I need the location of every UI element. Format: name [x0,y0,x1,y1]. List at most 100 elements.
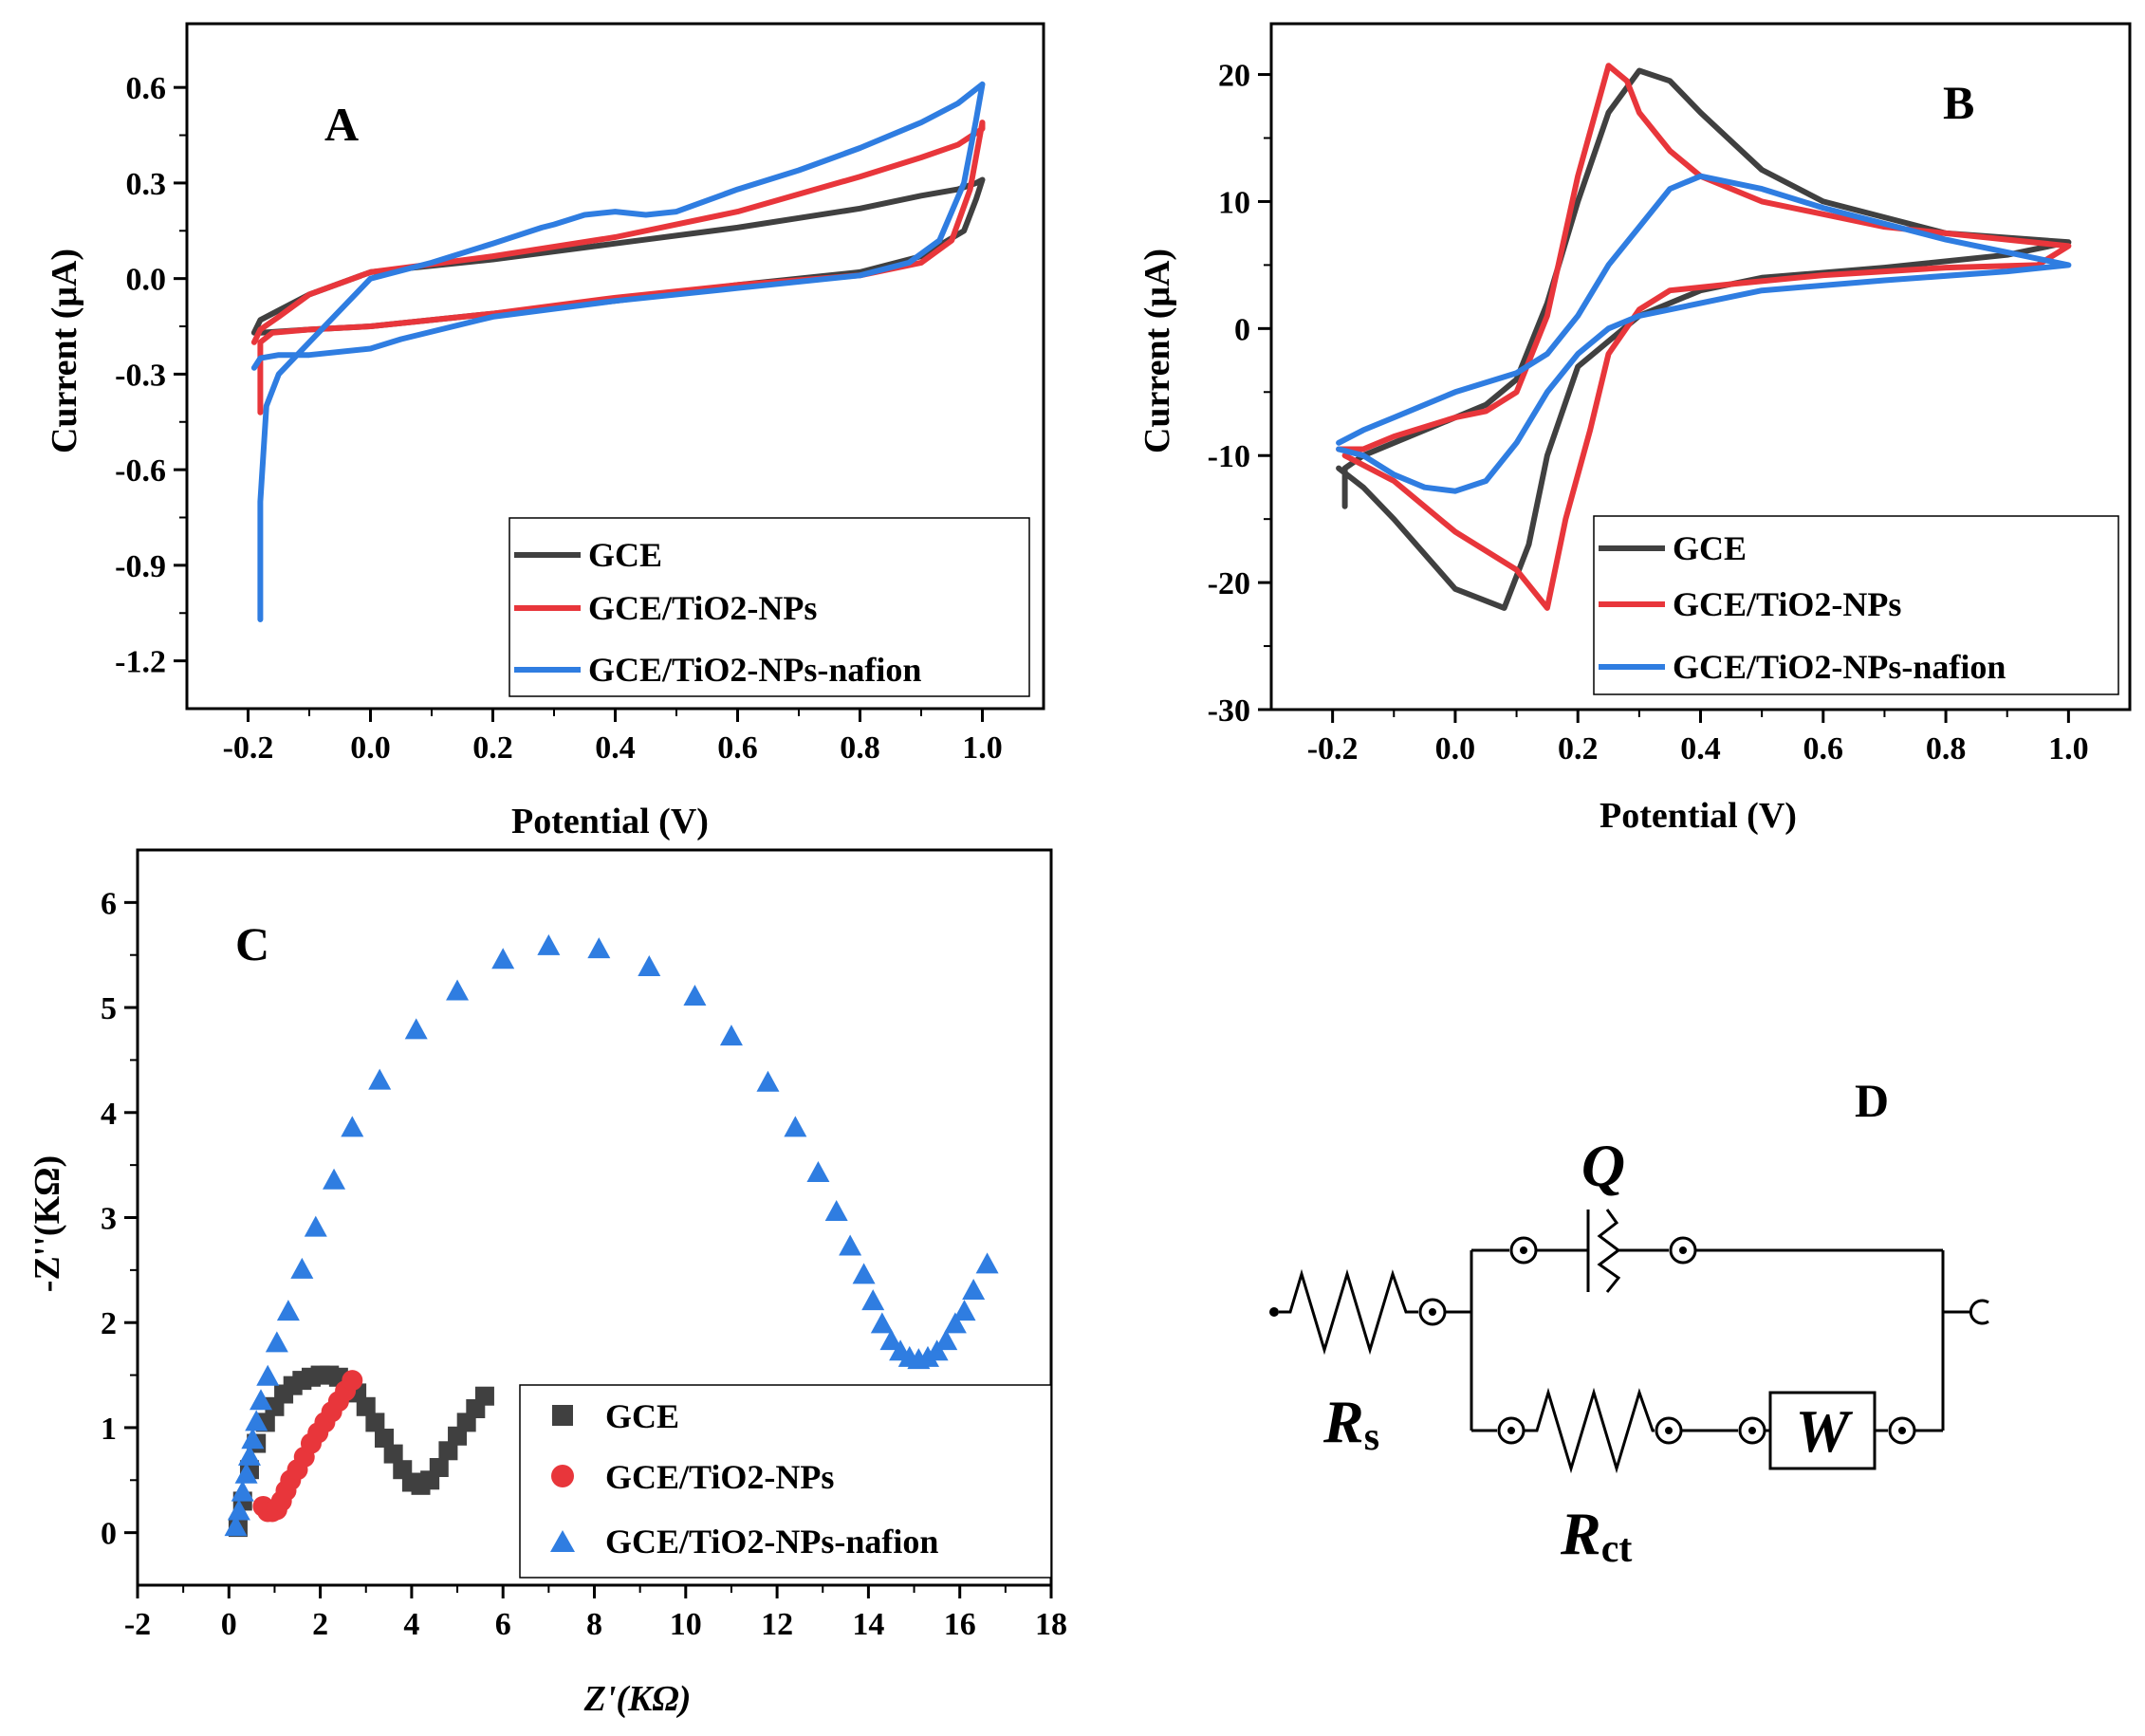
x-tick-label: 6 [495,1607,511,1642]
panel-b-legend-nafion: GCE/TiO2-NPs-nafion [1673,648,2006,686]
scatter-point-nafion [250,1389,273,1411]
scatter-point-nafion [638,955,661,976]
scatter-point-nafion [537,933,561,955]
scatter-point-nafion [404,1018,428,1040]
y-tick-label: 0 [101,1517,117,1552]
panel-b-ylabel: Current (μA) [1137,249,1177,453]
scatter-point-nafion [227,1499,250,1521]
x-tick-label: 0.8 [840,730,880,766]
scatter-point-nafion [256,1364,280,1386]
panel-a-legend: GCE GCE/TiO2-NPs GCE/TiO2-NPs-nafion [509,517,1030,697]
panel-a-legend-tio2: GCE/TiO2-NPs [588,589,817,627]
y-tick-label: 1 [101,1412,117,1447]
scatter-point-nafion [870,1312,894,1334]
circuit-label-rct-main: R [1560,1500,1601,1567]
panel-d-circuit: D [1269,1074,1989,1571]
panel-c-legend-marker-nafion [550,1530,575,1552]
y-tick-label: -0.6 [115,453,166,489]
scatter-point-nafion [234,1462,258,1484]
scatter-point-nafion [925,1339,949,1361]
circuit-node-dot [1679,1247,1687,1254]
x-tick-label: 0.8 [1926,731,1967,766]
x-tick-label: 1.0 [2048,731,2089,766]
scatter-point-nafion [224,1515,248,1537]
scatter-point-nafion [276,1300,300,1321]
scatter-point-nafion [231,1480,254,1502]
scatter-point-nafion [952,1300,976,1321]
panel-c-ylabel: -Z''(KΩ) [28,1155,67,1292]
panel-c-series [224,933,999,1538]
panel-c-legend-tio2: GCE/TiO2-NPs [605,1458,834,1496]
panel-b-letter: B [1943,76,1974,129]
circuit-node-dot [1665,1427,1673,1434]
circuit-input-terminal [1269,1307,1279,1317]
y-tick-label: 2 [101,1306,117,1341]
scatter-point-gce [365,1413,385,1432]
panel-a-legend-box [509,517,1030,697]
x-tick-label: 0.2 [472,730,513,766]
panel-c-legend-box [519,1384,1052,1579]
scatter-point-nafion [683,985,707,1006]
x-tick-label: 0.2 [1558,731,1599,766]
circuit-label-rs: Rs [1322,1388,1379,1459]
x-tick-label: -0.2 [1307,731,1359,766]
scatter-point-nafion [962,1279,986,1300]
scatter-point-nafion [824,1199,848,1221]
circuit-node-dot [1520,1247,1527,1254]
scatter-point-nafion [446,979,470,1001]
panel-a-ylabel: Current (μA) [45,249,84,453]
x-tick-label: 0.0 [350,730,391,766]
y-tick-label: 6 [101,886,117,921]
panel-c-legend: GCE GCE/TiO2-NPs GCE/TiO2-NPs-nafion [519,1384,1052,1579]
circuit-node-dot [1748,1427,1756,1434]
panel-b-ticks: -0.2 0.0 0.2 0.4 0.6 0.8 1.0 -30 -20 -10 0 10 20 [1208,59,2089,766]
scatter-point-nafion [587,937,611,959]
circuit-node-dot [1898,1427,1906,1434]
scatter-point-nafion [852,1263,876,1284]
x-tick-label: -0.2 [223,730,274,766]
scatter-point-gce [429,1458,449,1477]
y-tick-label: 0 [1234,312,1250,347]
panel-b: -0.2 0.0 0.2 0.4 0.6 0.8 1.0 -30 -20 -10 0 10 20 B P… [1137,22,2132,836]
panel-c-letter: C [235,917,269,970]
panel-a-legend-gce: GCE [588,536,662,574]
x-tick-label: 1.0 [962,730,1003,766]
circuit-rct-resistor [1524,1387,1655,1474]
series-line-nafion [1336,173,2072,494]
scatter-point-gce [474,1386,494,1406]
panel-c-legend-marker-gce [552,1405,573,1426]
scatter-point-nafion [756,1070,780,1092]
scatter-point-gce [375,1429,395,1448]
y-tick-label: 0.0 [126,263,167,298]
x-tick-label: 12 [761,1607,793,1642]
scatter-point-nafion [719,1025,743,1046]
scatter-point-nafion [265,1331,288,1353]
series-line-gce [250,176,986,336]
panel-d-letter: D [1855,1074,1889,1127]
y-tick-label: 0.3 [126,167,167,202]
circuit-label-rct: Rct [1560,1500,1632,1571]
scatter-point-gce [356,1396,376,1416]
y-tick-label: -10 [1208,439,1250,474]
y-tick-label: -30 [1208,693,1250,729]
x-tick-label: 0.4 [1680,731,1721,766]
scatter-point-nafion [915,1345,939,1367]
x-tick-label: 14 [852,1607,884,1642]
series-line-tio2 [250,120,986,416]
scatter-point-tio2 [342,1370,363,1392]
series-line-nafion [250,81,986,622]
x-tick-label: -2 [124,1607,151,1642]
scatter-point-nafion [304,1215,327,1237]
y-tick-label: 3 [101,1202,117,1237]
x-tick-label: 0.0 [1435,731,1476,766]
panel-c-legend-gce: GCE [605,1397,679,1435]
scatter-point-nafion [943,1312,967,1334]
y-tick-label: -0.9 [115,549,166,584]
panel-a-legend-nafion: GCE/TiO2-NPs-nafion [588,651,921,689]
panel-b-legend-gce: GCE [1673,529,1747,567]
panel-b-legend-box [1593,515,2119,695]
y-tick-label: -20 [1208,566,1250,601]
circuit-label-q: Q [1581,1132,1625,1199]
